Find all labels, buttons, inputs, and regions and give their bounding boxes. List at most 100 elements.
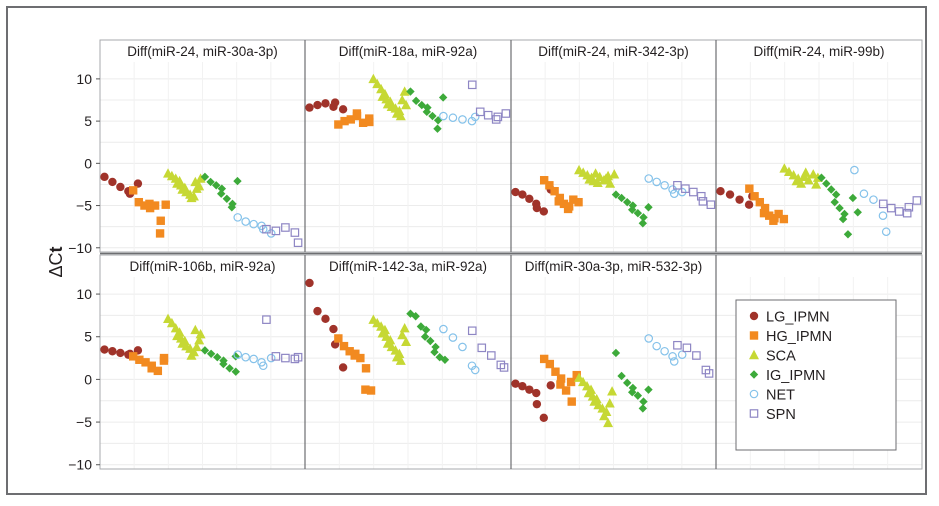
data-point	[458, 115, 467, 124]
data-point	[779, 214, 789, 224]
data-point	[439, 324, 448, 334]
data-point	[525, 194, 534, 203]
data-point	[869, 195, 878, 204]
data-point	[421, 325, 431, 335]
data-point	[281, 223, 290, 232]
data-point	[155, 229, 165, 238]
data-point	[628, 205, 637, 214]
data-point	[361, 385, 370, 394]
data-point	[206, 349, 216, 358]
data-point	[231, 367, 240, 376]
data-point	[338, 105, 348, 114]
data-point	[831, 190, 841, 199]
data-point	[340, 116, 349, 126]
data-point	[803, 175, 814, 185]
data-point	[159, 356, 169, 365]
data-point	[749, 370, 759, 379]
data-point	[878, 211, 888, 220]
data-point	[644, 203, 653, 212]
data-point	[628, 383, 638, 393]
data-point	[617, 193, 626, 203]
legend-label: HG_IPMN	[766, 329, 832, 345]
data-point	[135, 355, 144, 364]
y-tick-label: 10	[76, 286, 92, 302]
data-point	[518, 190, 527, 199]
y-tick-label: 0	[84, 155, 92, 171]
data-point	[195, 328, 206, 339]
data-point	[190, 324, 201, 335]
data-point	[116, 182, 125, 192]
data-point	[499, 363, 509, 372]
data-point	[416, 322, 426, 331]
data-point	[532, 399, 542, 409]
data-point	[133, 179, 143, 188]
data-point	[116, 348, 125, 358]
panel-title: Diff(miR-24, miR-30a-3p)	[127, 44, 278, 59]
data-point	[848, 193, 858, 203]
data-point	[100, 172, 109, 182]
data-point	[592, 177, 603, 187]
data-point	[755, 197, 765, 207]
data-point	[334, 334, 343, 343]
data-point	[361, 364, 371, 373]
data-point	[350, 351, 359, 360]
y-tick-label: 5	[84, 329, 92, 345]
data-point	[141, 358, 150, 367]
data-point	[556, 374, 566, 383]
data-point	[750, 192, 759, 201]
data-point	[830, 197, 839, 207]
y-tick-label: 0	[84, 371, 92, 387]
data-point	[334, 120, 343, 129]
data-point	[669, 189, 679, 199]
data-point	[293, 352, 303, 362]
data-point	[206, 177, 215, 187]
data-point	[652, 177, 661, 187]
data-point	[397, 94, 408, 105]
data-point	[673, 340, 682, 350]
data-point	[638, 404, 648, 413]
legend-label: SPN	[766, 407, 796, 423]
data-point	[704, 369, 714, 378]
legend-label: SCA	[766, 349, 796, 365]
data-point	[609, 169, 620, 179]
data-point	[321, 99, 330, 108]
panel-title: Diff(miR-24, miR-99b)	[753, 44, 884, 59]
data-point	[448, 113, 458, 123]
data-point	[525, 385, 534, 394]
data-point	[551, 367, 560, 376]
y-axis-label-subscript: t	[46, 246, 66, 252]
data-point	[225, 364, 234, 373]
data-point	[470, 365, 480, 375]
data-point	[329, 324, 338, 334]
data-point	[546, 381, 555, 390]
data-point	[716, 187, 725, 196]
data-point	[467, 326, 477, 336]
data-point	[448, 333, 458, 342]
data-point	[696, 191, 706, 201]
data-point	[811, 179, 822, 189]
data-point	[904, 202, 914, 212]
legend-label: IG_IPMN	[766, 368, 826, 384]
data-point	[853, 208, 862, 217]
data-point	[313, 306, 322, 316]
data-point	[423, 103, 432, 112]
data-point	[550, 187, 559, 196]
data-point	[397, 329, 408, 340]
data-point	[827, 185, 836, 194]
data-point	[611, 190, 621, 199]
data-point	[487, 351, 496, 360]
data-point	[639, 397, 648, 406]
data-point	[644, 334, 654, 343]
data-point	[749, 349, 759, 360]
data-point	[420, 332, 430, 341]
data-point	[660, 180, 669, 190]
data-point	[628, 201, 638, 210]
data-point	[266, 353, 276, 363]
data-point	[859, 189, 869, 199]
data-point	[850, 165, 859, 175]
data-point	[603, 417, 614, 428]
data-point	[346, 115, 355, 124]
data-point	[623, 378, 632, 388]
